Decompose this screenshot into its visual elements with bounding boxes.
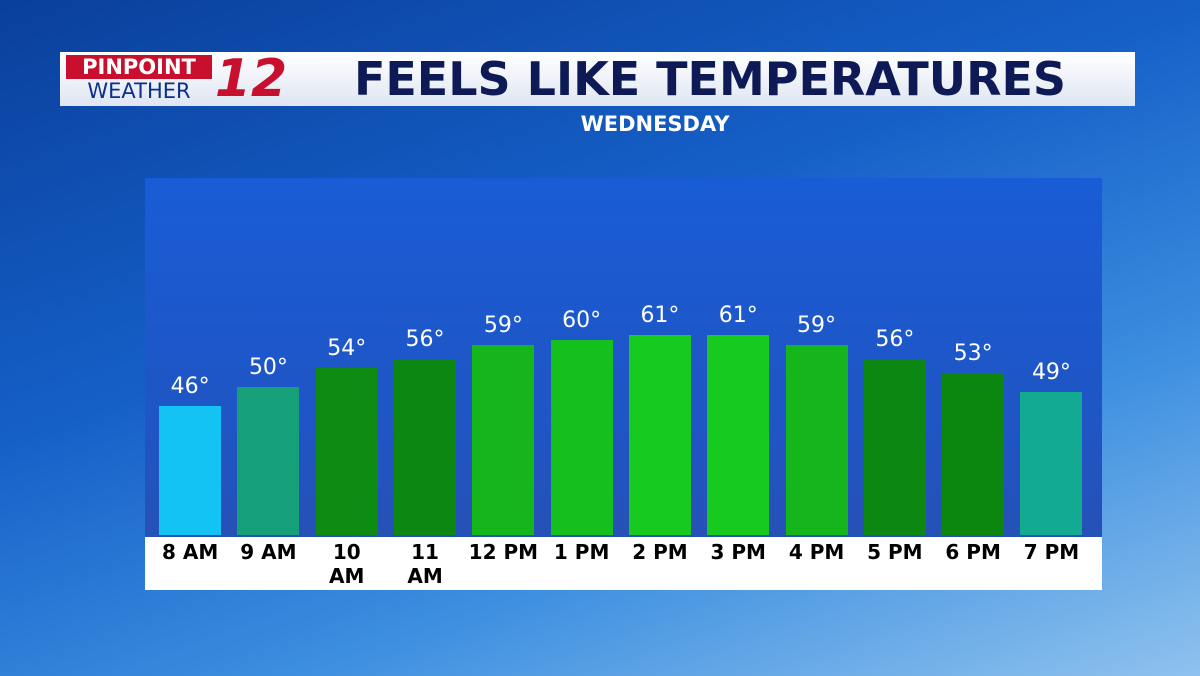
chart-title: FEELS LIKE TEMPERATURES	[353, 52, 1067, 106]
x-tick-label: 1 PM	[553, 540, 610, 564]
x-tick-label: 12 PM	[468, 540, 539, 564]
value-label: 61°	[640, 303, 680, 329]
logo-number: 12	[214, 49, 288, 109]
x-tick-label: 11 AM	[407, 540, 443, 588]
value-label: 49°	[1031, 360, 1071, 386]
header-bar	[60, 52, 1135, 106]
value-label: 61°	[718, 303, 758, 329]
value-label: 60°	[562, 307, 602, 333]
bar	[237, 387, 300, 535]
bar	[315, 368, 378, 535]
x-tick-label: 9 AM	[240, 540, 297, 564]
value-label: 46°	[170, 374, 210, 400]
x-tick-label: 7 PM	[1023, 540, 1080, 564]
value-label: 56°	[875, 326, 915, 352]
bar	[394, 358, 457, 535]
x-tick-label: 5 PM	[867, 540, 923, 564]
logo-text: PINPOINT	[66, 55, 212, 79]
value-label: 56°	[405, 326, 445, 352]
value-label: 50°	[248, 355, 288, 381]
bar	[628, 335, 691, 535]
x-tick-label: 8 AM	[162, 540, 219, 564]
value-label: 54°	[327, 336, 367, 362]
x-tick-label: 6 PM	[945, 540, 1001, 564]
x-tick-label: 4 PM	[788, 540, 845, 564]
bar	[863, 358, 926, 535]
bar	[785, 344, 848, 535]
value-label: 59°	[797, 312, 837, 338]
x-tick-label: 10 AM	[329, 540, 365, 588]
bar	[472, 344, 535, 535]
bar	[707, 335, 770, 535]
chart-subtitle: WEDNESDAY	[580, 112, 730, 136]
bar	[1020, 392, 1083, 535]
bar	[942, 373, 1005, 535]
logo-text: WEATHER	[87, 79, 191, 103]
bar	[159, 406, 222, 535]
x-tick-label: 2 PM	[632, 540, 688, 564]
value-label: 53°	[953, 341, 993, 367]
x-tick-label: 3 PM	[710, 540, 766, 564]
bar	[550, 339, 613, 535]
value-label: 59°	[483, 312, 523, 338]
label-strip	[145, 537, 1102, 590]
